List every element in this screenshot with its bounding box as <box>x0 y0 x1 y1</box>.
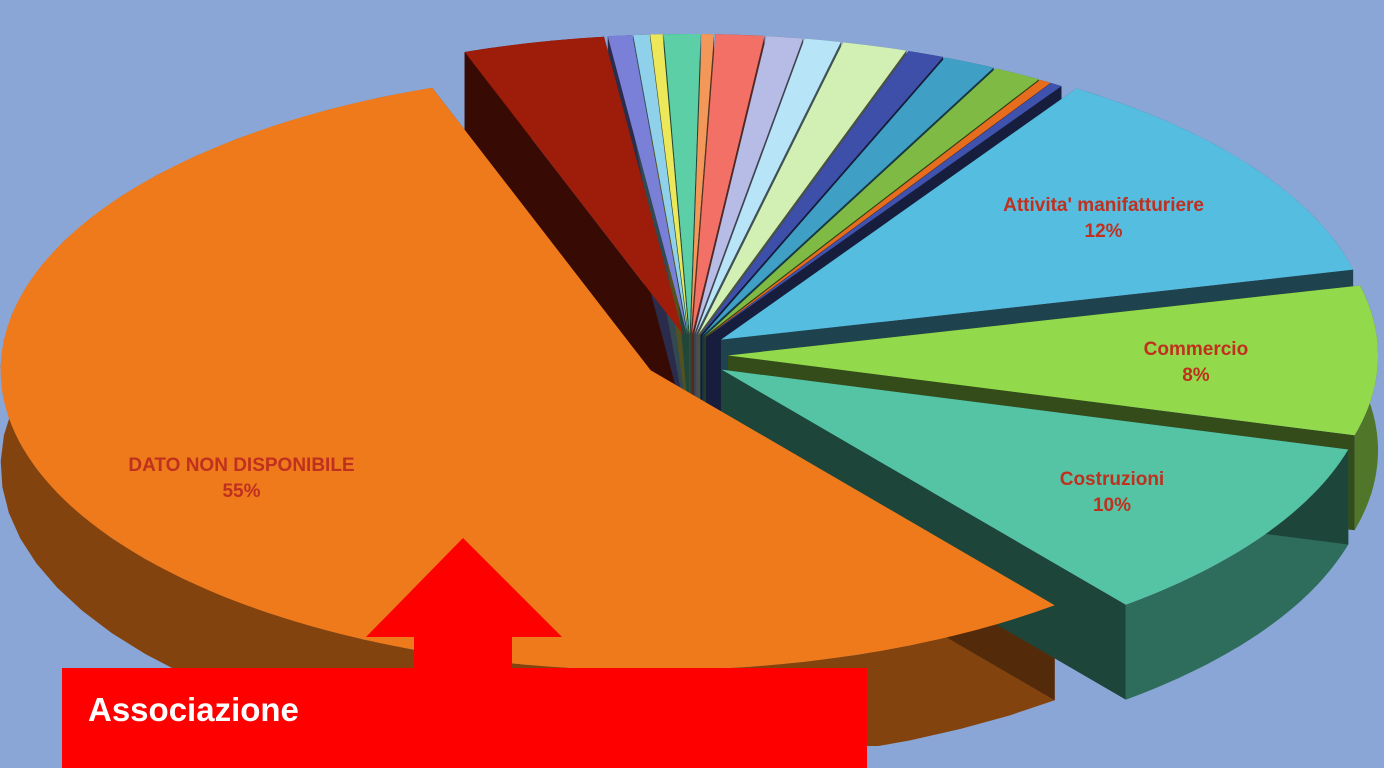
slice-value-16: 12% <box>1085 221 1123 242</box>
slice-label-17: Commercio <box>1144 339 1249 360</box>
callout-text: Associazione <box>88 688 299 732</box>
slice-7 <box>692 34 765 335</box>
slice-16 <box>721 88 1354 340</box>
slice-value-17: 8% <box>1182 365 1210 386</box>
slice-wall-18 <box>1125 449 1349 700</box>
slice-label-0: DATO NON DISPONIBILE <box>128 455 354 476</box>
slice-value-18: 10% <box>1093 495 1131 516</box>
pie-chart: DATO NON DISPONIBILE 55% Attivita' manifat… <box>0 34 1378 746</box>
slice-6 <box>690 34 715 335</box>
slice-13 <box>704 68 1039 337</box>
callout-line-1: Associazione <box>88 691 299 728</box>
slice-12 <box>702 57 994 336</box>
slice-14 <box>705 79 1051 338</box>
slice-label-18: Costruzioni <box>1060 469 1165 490</box>
callout-arrow <box>366 538 562 668</box>
slice-15 <box>706 83 1062 338</box>
slice-5 <box>663 34 701 335</box>
slice-3 <box>633 34 688 335</box>
slice-10 <box>698 42 907 335</box>
pie-data-labels: DATO NON DISPONIBILE 55% Attivita' manifat… <box>128 195 1248 516</box>
slice-2 <box>607 35 687 335</box>
slice-1 <box>464 36 684 335</box>
slice-0 <box>0 87 1055 671</box>
slice-value-0: 55% <box>222 481 260 502</box>
chart-stage: DATO NON DISPONIBILE 55% Attivita' manifat… <box>0 34 1378 768</box>
slice-label-16: Attivita' manifatturiere <box>1003 195 1204 216</box>
slice-face-1-0 <box>464 52 684 430</box>
slice-17 <box>727 285 1378 436</box>
slice-4 <box>650 34 689 335</box>
callout-box: Associazione <box>62 668 867 768</box>
slice-9 <box>695 38 841 335</box>
slice-wall-0 <box>0 87 1055 746</box>
slice-11 <box>700 51 944 336</box>
slice-8 <box>694 36 804 335</box>
slice-18 <box>721 369 1349 605</box>
pie-slice-tops <box>0 34 1378 671</box>
